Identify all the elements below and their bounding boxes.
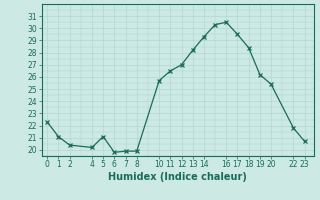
X-axis label: Humidex (Indice chaleur): Humidex (Indice chaleur) <box>108 172 247 182</box>
